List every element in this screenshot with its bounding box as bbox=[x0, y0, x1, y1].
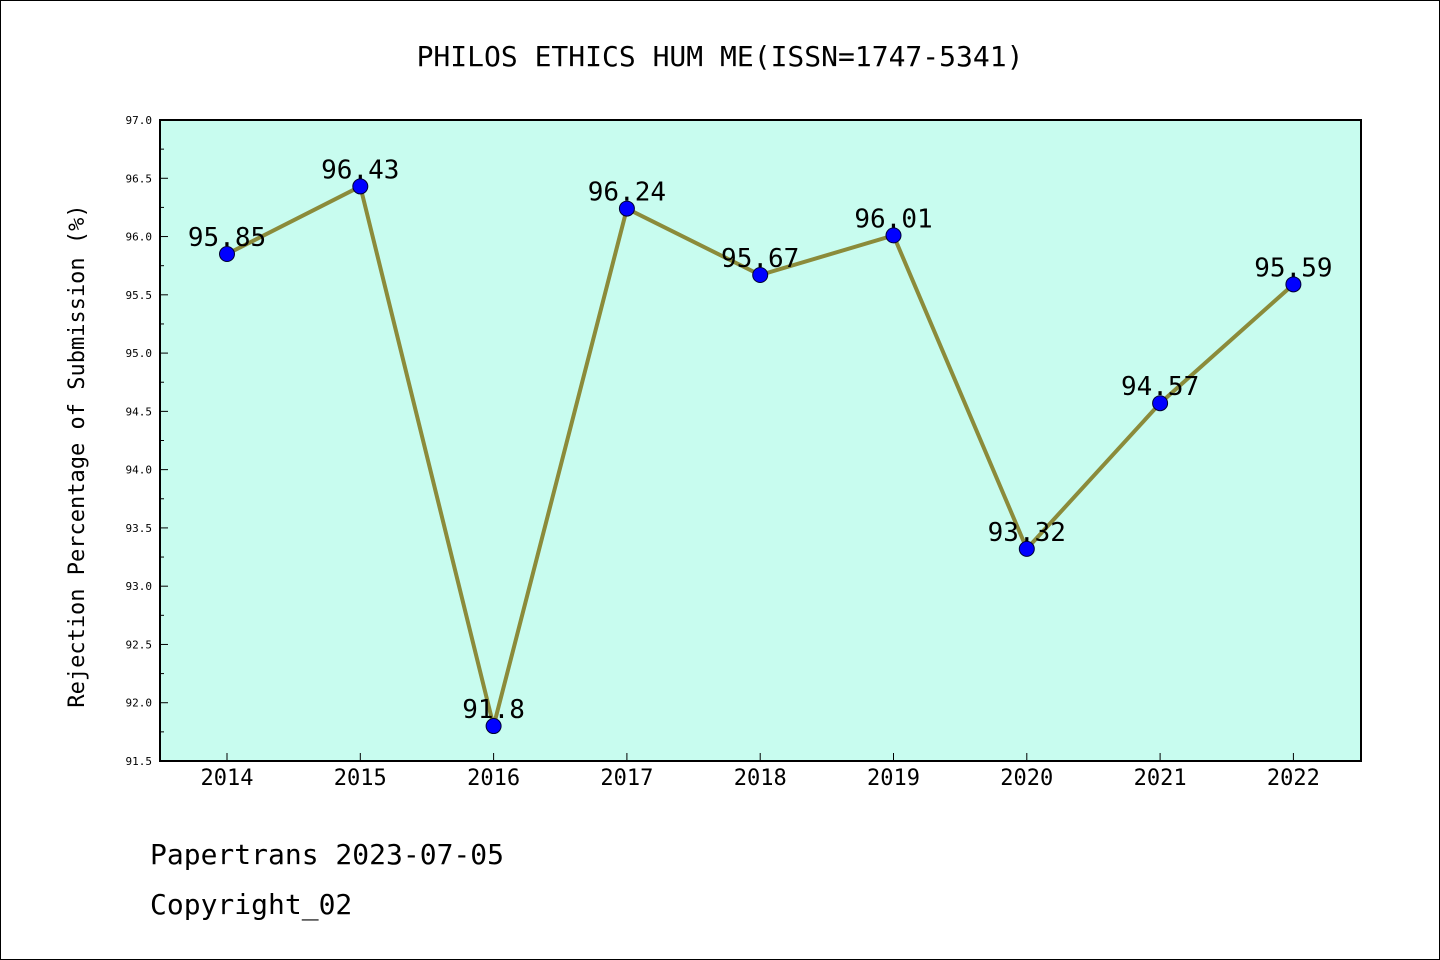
y-tick-label: 92.5 bbox=[126, 638, 153, 651]
chart-title: PHILOS ETHICS HUM ME(ISSN=1747-5341) bbox=[417, 40, 1024, 73]
data-point-2022 bbox=[1285, 276, 1302, 293]
data-label-2022: 95.59 bbox=[1254, 253, 1332, 283]
data-label-2017: 96.24 bbox=[588, 178, 666, 208]
x-tick-label: 2015 bbox=[334, 766, 387, 791]
x-tick-label: 2022 bbox=[1267, 766, 1320, 791]
data-label-2021: 94.57 bbox=[1121, 372, 1199, 402]
data-label-2019: 96.01 bbox=[854, 204, 932, 234]
y-tick-label: 95.5 bbox=[126, 289, 153, 302]
data-labels: 95.85 96.43 91.8 96.24 95.67 96.01 93.32 94.57 9… bbox=[188, 155, 1333, 725]
x-tick-label: 2016 bbox=[467, 766, 520, 791]
data-point-2018 bbox=[752, 267, 769, 284]
y-tick-label: 97.0 bbox=[126, 114, 153, 127]
footer-copyright: Copyright_02 bbox=[150, 888, 352, 922]
y-tick-label: 95.0 bbox=[126, 347, 153, 360]
y-tick-label: 92.0 bbox=[126, 697, 153, 710]
x-tick-label: 2017 bbox=[600, 766, 653, 791]
data-label-2020: 93.32 bbox=[988, 518, 1066, 548]
x-tick-label: 2020 bbox=[1000, 766, 1053, 791]
data-label-2015: 96.43 bbox=[321, 155, 399, 185]
y-axis-label: Rejection Percentage of Submission (%) bbox=[65, 204, 90, 707]
data-point-2019 bbox=[885, 227, 902, 244]
x-tick-label: 2021 bbox=[1134, 766, 1187, 791]
data-point-2020 bbox=[1018, 540, 1035, 557]
data-point-2014 bbox=[219, 246, 235, 263]
data-point-2017 bbox=[618, 200, 635, 217]
x-tick-label: 2019 bbox=[867, 766, 920, 791]
plot-area bbox=[159, 119, 1362, 762]
data-label-2016: 91.8 bbox=[462, 695, 525, 725]
y-axis: 91.5 92.0 92.5 93.0 93.5 94.0 94.5 95.0 95.5 96.0… bbox=[126, 114, 168, 768]
footer-source: Papertrans 2023-07-05 bbox=[150, 838, 504, 871]
y-tick-label: 94.0 bbox=[126, 464, 153, 477]
y-tick-label: 93.5 bbox=[126, 522, 153, 535]
y-tick-label: 91.5 bbox=[126, 755, 153, 768]
x-tick-label: 2014 bbox=[201, 766, 254, 791]
data-label-2018: 95.67 bbox=[721, 244, 799, 274]
data-markers bbox=[219, 178, 1302, 735]
x-tick-label: 2018 bbox=[734, 766, 787, 791]
data-label-2014: 95.85 bbox=[188, 223, 266, 253]
y-tick-label: 93.0 bbox=[126, 580, 153, 593]
y-tick-label: 96.0 bbox=[126, 231, 153, 244]
x-axis: 2014 2015 2016 2017 2018 2019 2020 2021 2022 bbox=[201, 753, 1320, 791]
data-point-2021 bbox=[1152, 395, 1169, 412]
y-tick-label: 96.5 bbox=[126, 172, 153, 185]
y-tick-label: 94.5 bbox=[126, 405, 153, 418]
data-point-2016 bbox=[485, 718, 502, 735]
data-point-2015 bbox=[352, 178, 369, 195]
